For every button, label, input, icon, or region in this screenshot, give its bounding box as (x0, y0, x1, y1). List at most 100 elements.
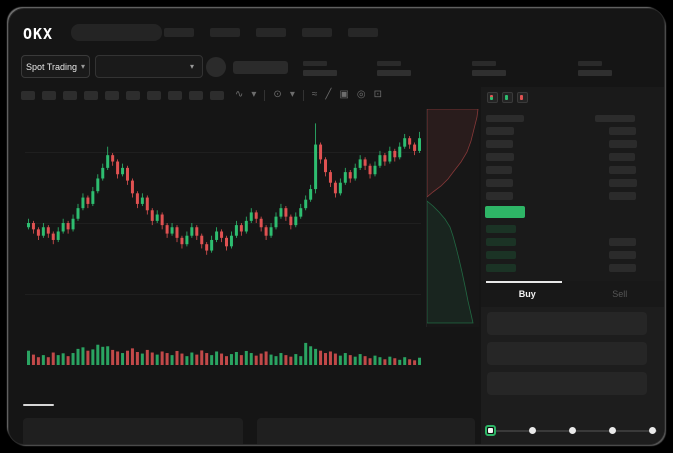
last-price-badge[interactable] (485, 206, 525, 218)
indicators-chevron-icon[interactable]: ▾ (251, 89, 257, 100)
order-input-field[interactable] (487, 312, 647, 335)
trade-tab-bar: Buy Sell (481, 281, 664, 307)
orderbook-row[interactable] (481, 166, 664, 174)
slider-stop[interactable] (649, 427, 656, 434)
nav-item-placeholder[interactable] (210, 28, 240, 37)
price-bar (486, 192, 513, 200)
line-style-icon[interactable]: ≈ (311, 89, 318, 100)
toolbar-divider (302, 89, 304, 101)
candle (27, 223, 30, 228)
candle (254, 212, 258, 219)
volume-bar (101, 346, 105, 365)
timeframe-button[interactable] (189, 91, 203, 100)
tab-sell[interactable]: Sell (612, 289, 628, 299)
book-combined-icon[interactable] (487, 92, 498, 103)
orderbook-row[interactable] (481, 127, 664, 135)
candle (71, 218, 75, 230)
overlay-icon[interactable]: ⊙ (273, 89, 282, 100)
order-panel: Buy Sell (481, 87, 664, 444)
timeframe-button[interactable] (42, 91, 56, 100)
okx-logo: OKX (23, 25, 54, 43)
orderbook-row[interactable] (481, 251, 664, 259)
amount-bar (609, 127, 636, 135)
volume-bar (76, 348, 80, 365)
candle (145, 197, 149, 211)
candle (259, 218, 263, 228)
volume-bar (145, 349, 149, 365)
candle (343, 172, 347, 183)
candle (111, 155, 115, 162)
orderbook-row[interactable] (481, 238, 664, 246)
price-chart[interactable] (21, 109, 479, 335)
volume-bar (210, 355, 214, 365)
candle (225, 237, 228, 247)
nav-item-placeholder[interactable] (348, 28, 378, 37)
volume-bar (205, 353, 209, 365)
orderbook-row[interactable] (481, 153, 664, 161)
app-window: OKX Spot Trading ▾ ▾ ∿ ▾ ⊙ ▾ ≈ ╱ ▣ ◎ ⊡ (8, 8, 665, 445)
volume-bar (289, 356, 293, 365)
timeframe-button[interactable] (126, 91, 140, 100)
amount-slider[interactable] (485, 425, 659, 437)
slider-handle[interactable] (485, 425, 496, 436)
volume-bar (408, 359, 412, 365)
volume-bar (383, 359, 387, 365)
timeframe-button[interactable] (210, 91, 224, 100)
indicators-icon[interactable]: ∿ (235, 89, 244, 100)
orderbook-row[interactable] (481, 264, 664, 272)
tab-buy[interactable]: Buy (518, 289, 536, 299)
search-input[interactable] (71, 24, 162, 41)
nav-item-placeholder[interactable] (256, 28, 286, 37)
timeframe-button[interactable] (63, 91, 77, 100)
timeframe-button[interactable] (84, 91, 98, 100)
book-sell-icon[interactable] (517, 92, 528, 103)
candle (353, 167, 357, 179)
slider-stop[interactable] (529, 427, 536, 434)
orderbook-row[interactable] (481, 225, 664, 233)
volume-bar (175, 350, 179, 365)
draw-icon[interactable]: ╱ (325, 89, 332, 100)
orderbook-row[interactable] (481, 140, 664, 148)
candle (289, 216, 293, 226)
candle (383, 155, 387, 162)
snapshot-icon[interactable]: ▣ (339, 89, 349, 100)
candle (106, 155, 110, 168)
order-input-field[interactable] (487, 372, 647, 395)
buy-order-form (481, 307, 664, 444)
timeframe-button[interactable] (21, 91, 35, 100)
stat-value-placeholder (472, 70, 506, 76)
timeframe-button[interactable] (168, 91, 182, 100)
candle (378, 155, 382, 166)
stat-label-placeholder (377, 61, 401, 66)
candle (264, 227, 268, 236)
price-bar (486, 179, 513, 187)
volume-bar (41, 355, 45, 365)
slider-stop[interactable] (569, 427, 576, 434)
book-buy-icon[interactable] (502, 92, 513, 103)
nav-item-placeholder[interactable] (164, 28, 194, 37)
overlay-chevron-icon[interactable]: ▾ (289, 89, 295, 100)
timeframe-button[interactable] (105, 91, 119, 100)
volume-bar (61, 353, 65, 365)
pair-selector-dropdown[interactable]: ▾ (95, 55, 203, 78)
buy-tab-indicator (486, 281, 562, 283)
orderbook-row[interactable] (481, 192, 664, 200)
orderbook-row[interactable] (481, 179, 664, 187)
candle (393, 150, 397, 158)
candle (31, 223, 35, 230)
candle (373, 165, 377, 175)
volume-bar (195, 354, 199, 365)
order-input-field[interactable] (487, 342, 647, 365)
volume-bar (185, 356, 189, 365)
fullscreen-icon[interactable]: ⊡ (373, 89, 382, 100)
slider-stop[interactable] (609, 427, 616, 434)
volume-bar (165, 353, 169, 365)
nav-item-placeholder[interactable] (302, 28, 332, 37)
timeframe-button[interactable] (147, 91, 161, 100)
market-type-dropdown[interactable]: Spot Trading ▾ (21, 55, 90, 78)
volume-bar (309, 346, 313, 365)
settings-icon[interactable]: ◎ (356, 89, 366, 100)
candle (403, 138, 407, 147)
candle (51, 233, 55, 240)
volume-bar (225, 356, 228, 365)
